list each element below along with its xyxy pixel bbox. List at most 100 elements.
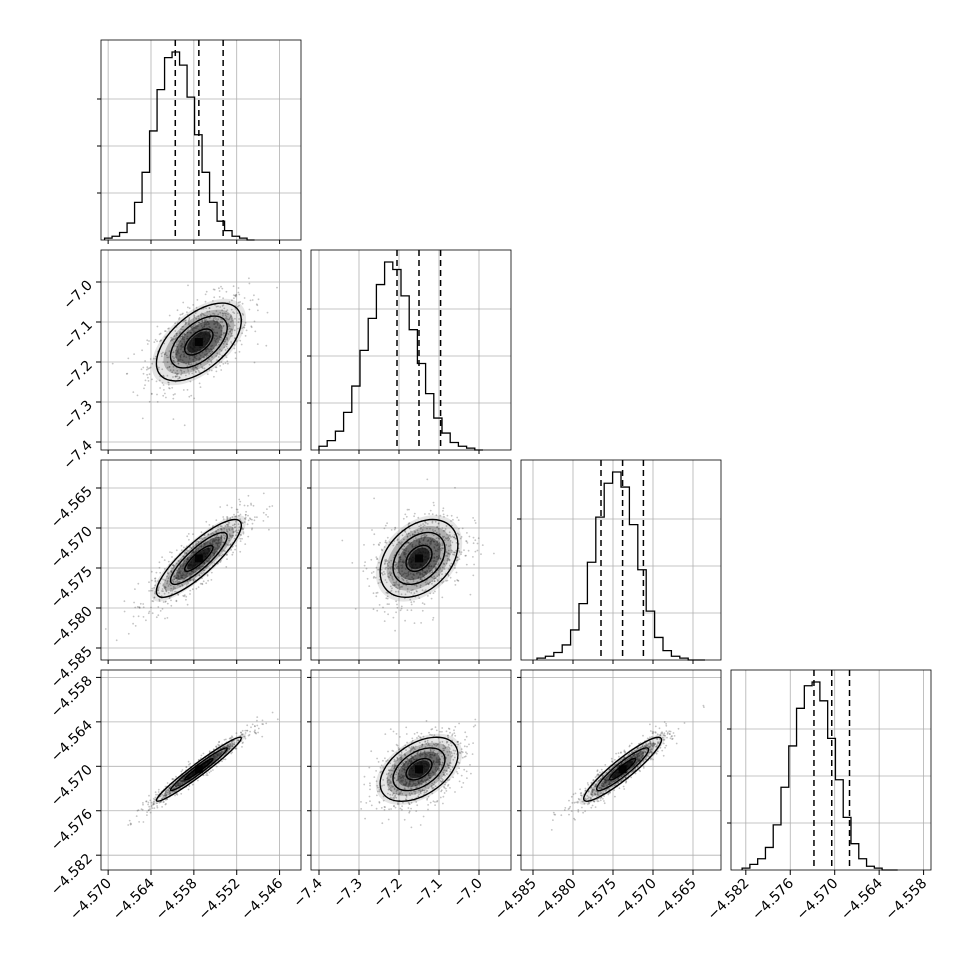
sample-point (209, 352, 212, 355)
sample-point (603, 785, 605, 788)
sample-point (666, 733, 669, 735)
sample-point (261, 735, 264, 738)
sample-point (399, 560, 402, 563)
sample-point (233, 297, 235, 300)
sample-point (188, 355, 191, 358)
sample-point (651, 730, 654, 733)
sample-point (406, 508, 409, 511)
sample-point (192, 367, 195, 369)
sample-point (403, 561, 406, 563)
sample-point (605, 776, 608, 779)
scatter-panel-2-3 (520, 669, 722, 871)
sample-point (174, 785, 177, 787)
sample-point (408, 810, 411, 813)
sample-point (158, 598, 161, 601)
sample-point (389, 574, 392, 576)
sample-point (463, 549, 465, 552)
sample-point (372, 571, 375, 573)
sample-point (246, 729, 249, 732)
sample-point (225, 312, 227, 315)
sample-point (393, 797, 395, 800)
sample-point (233, 526, 236, 529)
sample-point (248, 282, 251, 285)
sample-point (181, 576, 183, 579)
sample-point (200, 312, 203, 315)
panel-frame (100, 39, 302, 241)
sample-point (205, 329, 208, 332)
sample-point (412, 545, 414, 548)
sample-point (187, 760, 190, 763)
sample-point (414, 748, 416, 751)
sample-point (156, 393, 158, 396)
sample-point (447, 534, 450, 536)
sample-point (253, 361, 256, 364)
sample-point (174, 794, 176, 797)
sample-point (434, 590, 436, 593)
sample-point (205, 354, 208, 357)
sample-point (384, 806, 386, 809)
sample-point (388, 769, 390, 772)
sample-point (262, 723, 264, 726)
sample-point (177, 360, 179, 363)
sample-point (436, 542, 439, 544)
sample-point (443, 769, 446, 772)
sample-point (427, 566, 430, 569)
sample-point (421, 589, 424, 592)
sample-point (184, 551, 187, 554)
sample-point (221, 320, 224, 323)
sample-point (157, 368, 160, 371)
sample-point (238, 498, 241, 501)
sample-point (373, 776, 376, 778)
sample-point (216, 753, 219, 756)
sample-point (431, 513, 434, 516)
sample-point (202, 752, 205, 755)
sample-point (261, 723, 264, 725)
panel-body (311, 460, 511, 660)
sample-point (165, 803, 167, 805)
sample-point (435, 760, 438, 763)
sample-point (243, 326, 246, 329)
sample-point (383, 527, 386, 530)
sample-point (408, 542, 410, 545)
sample-point (210, 369, 213, 372)
sample-point (211, 541, 214, 544)
sample-point (458, 722, 460, 725)
sample-point (438, 774, 441, 777)
sample-point (440, 781, 443, 783)
sample-point (226, 516, 229, 519)
sample-point (179, 376, 181, 379)
sample-point (148, 367, 151, 370)
sample-point (158, 379, 161, 382)
sample-point (468, 535, 471, 538)
sample-point (472, 742, 474, 744)
sample-point (433, 557, 436, 559)
sample-point (209, 546, 212, 548)
sample-point (224, 525, 227, 527)
sample-point (431, 734, 433, 736)
sample-point (179, 784, 181, 786)
sample-point (209, 555, 212, 558)
sample-point (192, 579, 195, 582)
sample-point (213, 553, 216, 555)
sample-point (598, 787, 600, 790)
sample-point (195, 325, 198, 327)
sample-point (175, 786, 178, 789)
sample-point (399, 776, 402, 779)
sample-point (410, 760, 413, 763)
sample-point (419, 789, 421, 791)
sample-point (427, 547, 430, 550)
sample-point (452, 536, 455, 539)
sample-point (215, 542, 217, 545)
sample-point (451, 754, 454, 757)
sample-point (426, 778, 429, 780)
sample-point (178, 581, 181, 583)
sample-point (217, 752, 220, 754)
sample-point (640, 757, 643, 759)
panel-body (101, 670, 301, 870)
sample-point (400, 773, 403, 776)
sample-point (449, 770, 451, 773)
sample-point (226, 530, 228, 532)
sample-point (617, 752, 620, 754)
sample-point (373, 575, 375, 578)
sample-point (214, 339, 217, 342)
